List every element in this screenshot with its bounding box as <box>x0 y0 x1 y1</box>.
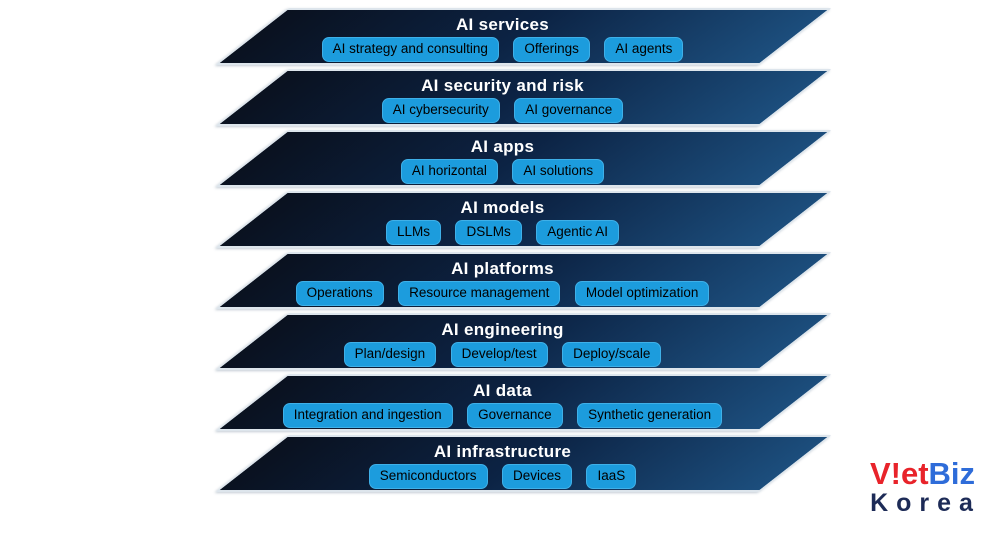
pill-agentic-ai: Agentic AI <box>536 220 619 245</box>
pill-dslms: DSLMs <box>455 220 522 245</box>
logo-biz-text: Biz <box>928 456 976 491</box>
pill-offerings: Offerings <box>513 37 590 62</box>
pill-resource-management: Resource management <box>398 281 561 306</box>
layer-title: AI services <box>455 15 550 34</box>
pill-llms: LLMs <box>386 220 442 245</box>
pill-develop-test: Develop/test <box>450 342 548 367</box>
layer-ai-infrastructure: AI infrastructure Semiconductors Devices… <box>0 435 1000 496</box>
pill-devices: Devices <box>502 464 573 489</box>
pill-model-optimization: Model optimization <box>574 281 710 306</box>
logo-korea-text: Korea <box>870 489 981 517</box>
pill-operations: Operations <box>295 281 384 306</box>
layer-ai-services: AI services AI strategy and consulting O… <box>0 8 1000 69</box>
layer-ai-models: AI models LLMs DSLMs Agentic AI <box>0 191 1000 252</box>
pill-ai-cybersecurity: AI cybersecurity <box>381 98 500 123</box>
layer-title: AI apps <box>470 137 535 156</box>
pill-ai-governance: AI governance <box>514 98 624 123</box>
layer-title: AI infrastructure <box>433 442 572 461</box>
pill-synthetic-generation: Synthetic generation <box>577 403 723 428</box>
pill-ai-strategy-and-consulting: AI strategy and consulting <box>321 37 499 62</box>
layer-title: AI engineering <box>441 320 564 339</box>
layer-title: AI data <box>473 381 532 400</box>
vietbiz-korea-logo: V!etBiz Korea <box>850 458 995 516</box>
logo-viet-text: V!et <box>869 456 929 491</box>
pill-ai-solutions: AI solutions <box>512 159 605 184</box>
layer-title: AI platforms <box>451 259 554 278</box>
layer-ai-data: AI data Integration and ingestion Govern… <box>0 374 1000 435</box>
layer-ai-platforms: AI platforms Operations Resource managem… <box>0 252 1000 313</box>
layer-ai-engineering: AI engineering Plan/design Develop/test … <box>0 313 1000 374</box>
layer-title: AI models <box>460 198 545 217</box>
layer-ai-security-and-risk: AI security and risk AI cybersecurity AI… <box>0 69 1000 130</box>
pill-governance: Governance <box>467 403 563 428</box>
layer-title: AI security and risk <box>421 76 584 95</box>
layer-ai-apps: AI apps AI horizontal AI solutions <box>0 130 1000 191</box>
pill-deploy-scale: Deploy/scale <box>562 342 662 367</box>
logo-wordmark: V!etBiz <box>850 458 995 489</box>
pill-integration-and-ingestion: Integration and ingestion <box>282 403 453 428</box>
pill-semiconductors: Semiconductors <box>368 464 488 489</box>
pill-iaas: IaaS <box>586 464 637 489</box>
pill-plan-design: Plan/design <box>343 342 437 367</box>
pill-ai-agents: AI agents <box>604 37 684 62</box>
pill-ai-horizontal: AI horizontal <box>400 159 498 184</box>
